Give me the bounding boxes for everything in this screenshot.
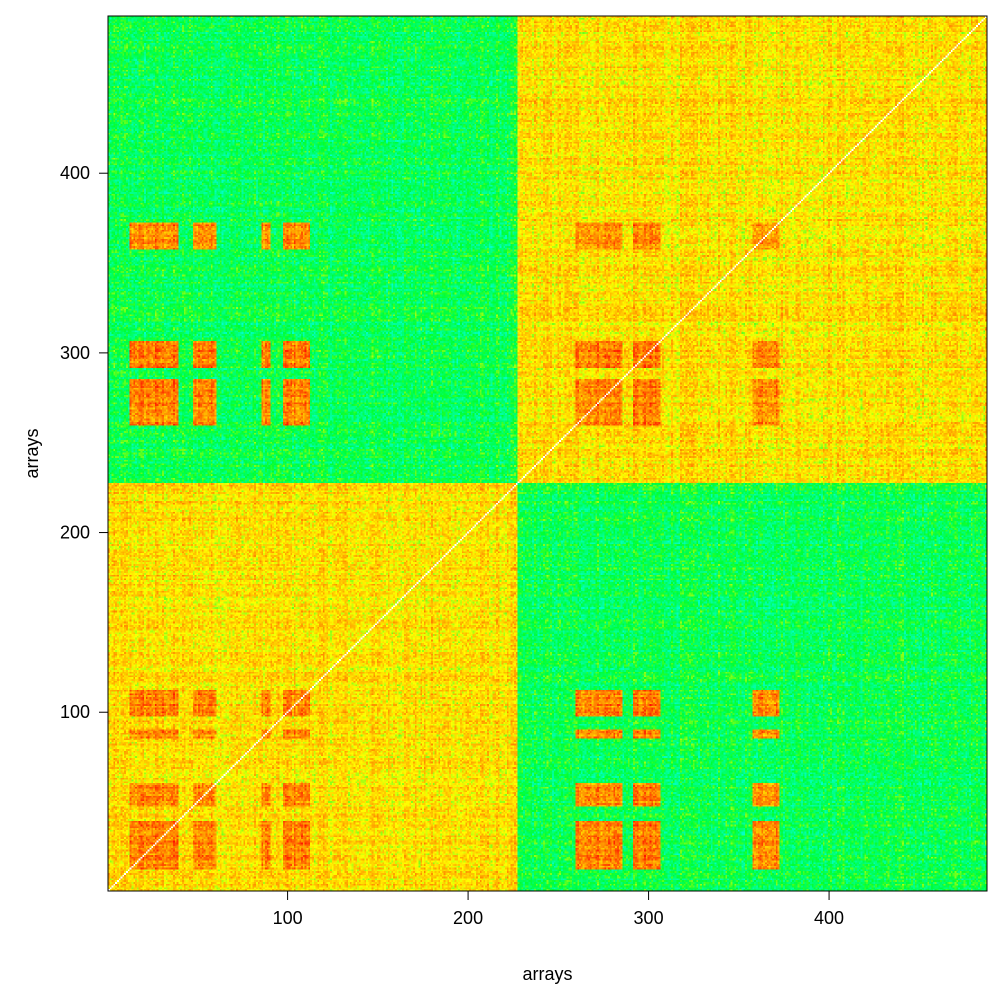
y-tick-label: 300 — [60, 343, 90, 363]
y-axis-title: arrays — [22, 428, 42, 478]
x-tick-label: 300 — [634, 908, 664, 928]
heatmap-image — [108, 16, 987, 891]
x-axis: 100 200 300 400 — [273, 891, 844, 928]
plot-frame — [107, 15, 988, 892]
y-tick-label: 100 — [60, 702, 90, 722]
heatmap-cells — [108, 16, 987, 891]
x-tick-label: 100 — [273, 908, 303, 928]
x-tick-label: 200 — [453, 908, 483, 928]
y-tick-label: 200 — [60, 523, 90, 543]
y-axis: 100 200 300 400 — [60, 163, 108, 722]
x-tick-label: 400 — [814, 908, 844, 928]
y-tick-label: 400 — [60, 163, 90, 183]
x-axis-title: arrays — [522, 964, 572, 984]
